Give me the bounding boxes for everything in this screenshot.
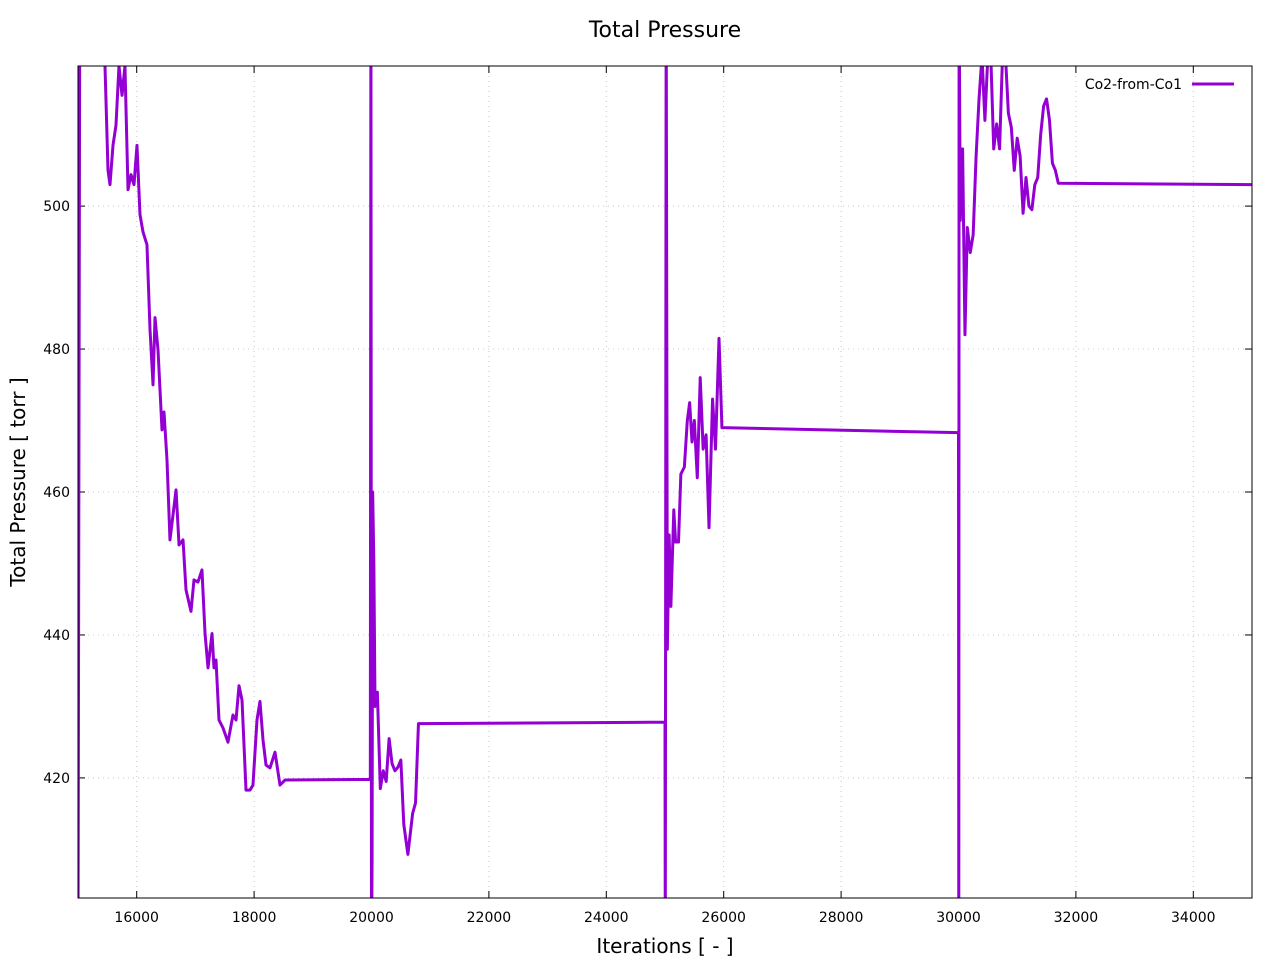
x-tick-label: 18000	[232, 910, 277, 926]
x-axis-label: Iterations [ - ]	[596, 934, 733, 958]
x-tick-label: 32000	[1054, 910, 1099, 926]
x-tick-label: 20000	[349, 910, 394, 926]
y-tick-label: 480	[43, 342, 70, 358]
y-axis-label: Total Pressure [ torr ]	[6, 377, 30, 587]
chart-title: Total Pressure	[588, 18, 741, 43]
x-tick-label: 30000	[936, 910, 981, 926]
legend-label: Co2-from-Co1	[1085, 77, 1182, 93]
x-tick-label: 28000	[819, 910, 864, 926]
x-tick-label: 22000	[467, 910, 512, 926]
x-tick-label: 34000	[1171, 910, 1216, 926]
y-tick-label: 420	[43, 771, 70, 787]
plot-border	[77, 65, 1253, 899]
data-line	[78, 66, 1252, 898]
y-tick-label: 500	[43, 199, 70, 215]
y-tick-label: 440	[43, 628, 70, 644]
y-tick-label: 460	[43, 485, 70, 501]
x-tick-label: 24000	[584, 910, 629, 926]
x-tick-label: 16000	[114, 910, 159, 926]
x-tick-label: 26000	[701, 910, 746, 926]
